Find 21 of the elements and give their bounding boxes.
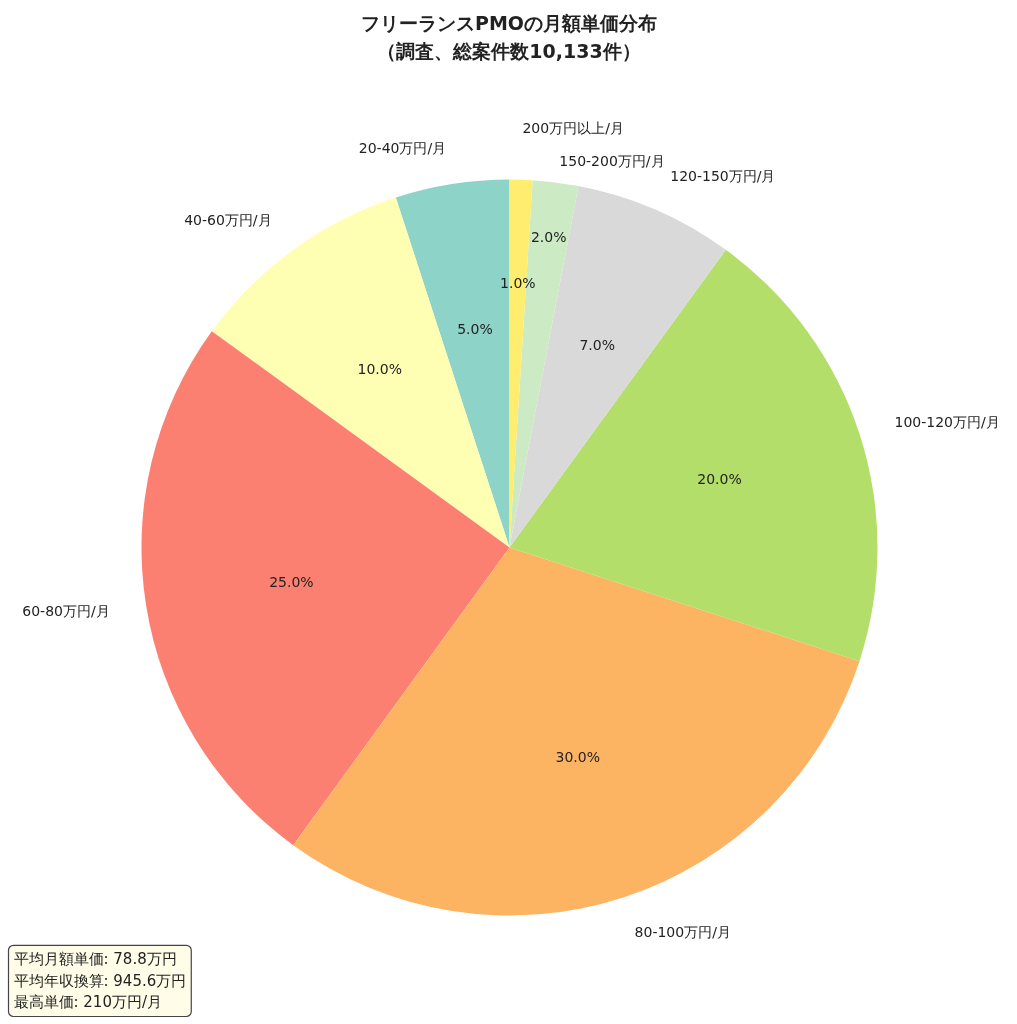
chart-subtitle: （調査、総案件数10,133件） [377, 39, 641, 62]
data-label: 2.0% [530, 229, 567, 246]
data-label: 25.0% [269, 574, 314, 591]
text: 平均年収換算: 945.6万円 [13, 971, 187, 990]
data-label: 10.0% [357, 360, 402, 377]
data-label: 5.0% [457, 321, 493, 338]
data-label: 1.0% [500, 274, 536, 291]
data-label: 7.0% [579, 336, 615, 353]
slice-label: 60-80万円/月 [22, 602, 110, 619]
slice-label: 80-100万円/月 [634, 924, 731, 941]
text: 平均月額単価: 78.8万円 [13, 950, 177, 969]
data-label: 30.0% [555, 749, 600, 766]
data-label: 20.0% [697, 471, 742, 488]
slice-label: 40-60万円/月 [184, 212, 272, 229]
slice-label: 120-150万円/月 [670, 167, 776, 184]
text: 最高単価: 210万円/月 [13, 993, 163, 1012]
slice-label: 200万円以上/月 [522, 119, 624, 136]
slice-label: 100-120万円/月 [894, 414, 1000, 431]
slice-label: 150-200万円/月 [559, 153, 665, 170]
chart-title: フリーランスPMOの月額単価分布 [361, 11, 657, 34]
slice-label: 20-40万円/月 [358, 139, 447, 156]
